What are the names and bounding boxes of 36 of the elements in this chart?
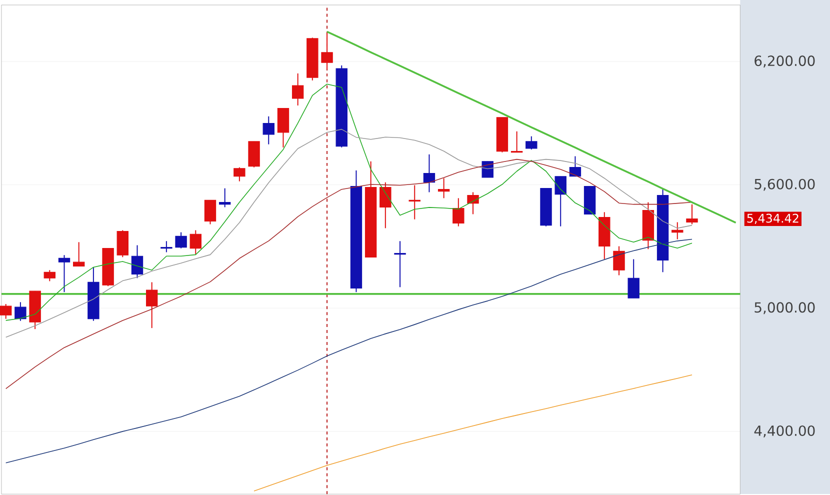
candlestick xyxy=(262,116,274,146)
candlestick xyxy=(58,254,70,293)
y-tick-label: 4,400.00 xyxy=(754,426,815,438)
candlestick xyxy=(190,230,202,255)
candlestick xyxy=(175,232,187,250)
candlestick xyxy=(394,240,406,288)
candlestick xyxy=(160,240,172,253)
candlestick xyxy=(131,244,144,279)
candlestick xyxy=(321,31,333,70)
candlestick xyxy=(438,178,450,199)
candlestick xyxy=(510,131,523,154)
y-tick-label: 5,600.00 xyxy=(754,179,815,192)
candlestick xyxy=(554,176,566,228)
candlestick xyxy=(672,222,684,240)
candlestick xyxy=(408,184,420,220)
candlestick xyxy=(380,182,392,229)
candlestick xyxy=(613,246,625,276)
candlestick xyxy=(146,282,158,329)
candlestick xyxy=(452,198,464,228)
candlestick xyxy=(234,167,246,182)
candlestick xyxy=(423,154,436,193)
candlestick xyxy=(44,270,56,282)
candlestick xyxy=(218,188,231,208)
candlestick xyxy=(0,304,12,320)
candlestick xyxy=(686,204,698,225)
candlestick xyxy=(204,200,216,225)
candlestick xyxy=(116,230,128,258)
candlestick xyxy=(526,136,538,150)
y-tick-label: 5,000.00 xyxy=(754,302,815,314)
y-tick-label: 6,200.00 xyxy=(754,56,815,68)
text: 5,434.42 xyxy=(747,214,798,224)
candlestick xyxy=(628,258,640,299)
candlestick xyxy=(292,73,304,106)
candlestick xyxy=(73,242,85,267)
candlestick xyxy=(14,302,26,322)
candlestick xyxy=(467,192,479,215)
